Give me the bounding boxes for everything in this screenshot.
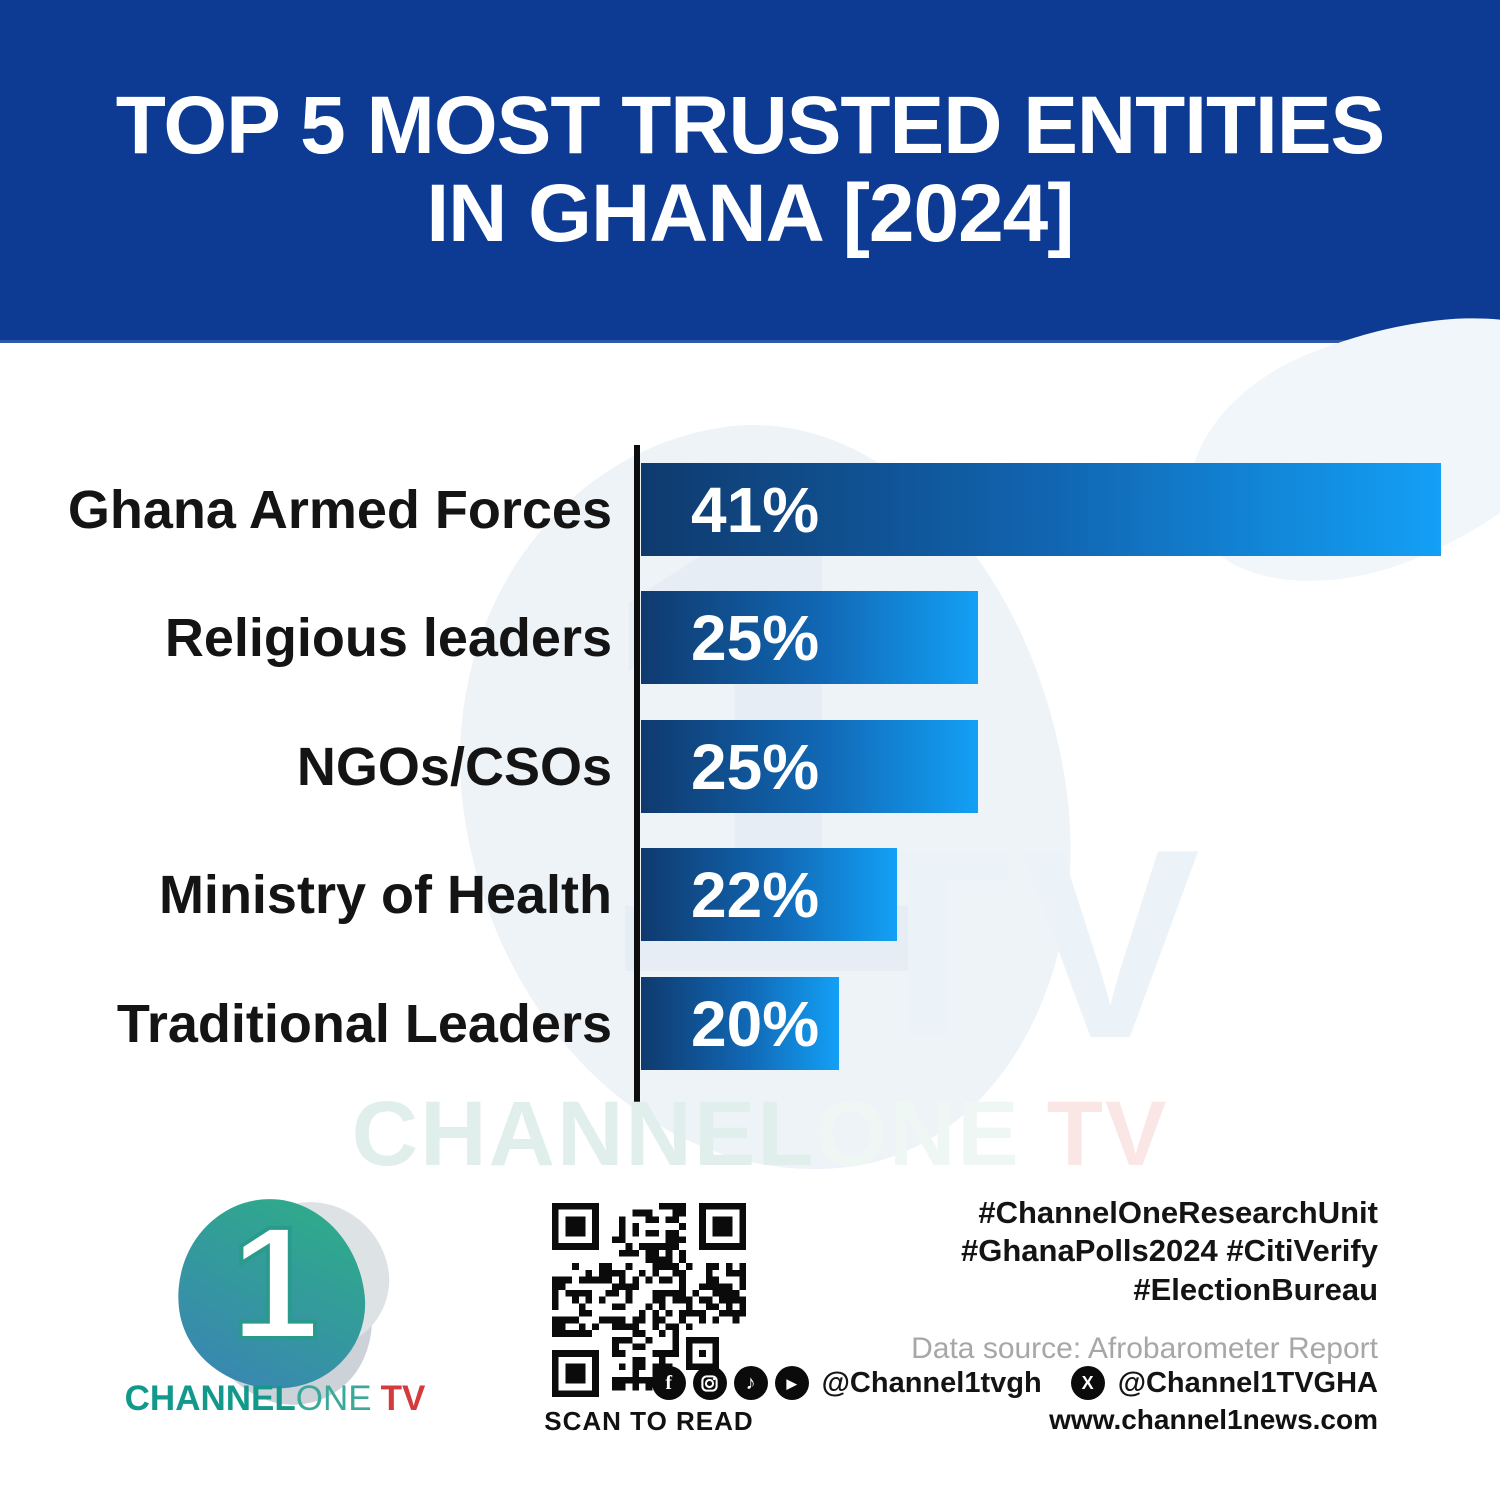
youtube-icon: ▶ [774,1366,809,1400]
qr-caption: SCAN TO READ [544,1406,754,1436]
channel-one-logo: 1 CHANNEL ONE TV [120,1181,430,1430]
bar-row: Ghana Armed Forces 41% [0,463,1500,556]
social-row: f ♪ ▶ @Channel1tvgh X @Channel1TVGHA [600,1366,1378,1400]
hashtag-line: #GhanaPolls2024 #CitiVerify [961,1233,1378,1269]
watermark-channel: CHANNEL [351,1083,816,1185]
wordmark-channel: CHANNEL [124,1379,296,1418]
website-url: www.channel1news.com [1049,1404,1378,1435]
bar: 20% [641,977,839,1070]
data-source-note: Data source: Afrobarometer Report [911,1332,1378,1365]
instagram-icon [692,1366,727,1400]
hashtag-line: #ChannelOneResearchUnit [978,1195,1378,1230]
hashtags-block: #ChannelOneResearchUnit #GhanaPolls2024 … [778,1194,1378,1309]
bar-value-label: 20% [691,987,820,1060]
bar: 22% [641,848,897,941]
social-handle-x: @Channel1TVGHA [1117,1366,1378,1399]
facebook-icon: f [651,1366,686,1400]
category-label: Ministry of Health [158,864,612,925]
watermark-one: ONE [815,1083,1021,1185]
category-label: NGOs/CSOs [296,736,612,797]
y-axis-line [634,445,640,1105]
bar-row: Traditional Leaders 20% [0,977,1500,1070]
page-title-line1: TOP 5 MOST TRUSTED ENTITIES [115,80,1385,172]
wordmark-tv: TV [380,1379,426,1418]
channel-watermark-text: CHANNEL ONE TV [320,1088,1200,1180]
hashtag-line: #ElectionBureau [1133,1271,1378,1307]
x-icon: X [1070,1366,1105,1400]
category-label: Religious leaders [164,607,612,668]
social-handle-main: @Channel1tvgh [821,1366,1042,1399]
category-label: Ghana Armed Forces [67,479,612,540]
logo-wordmark: CHANNEL ONE TV [120,1381,430,1416]
bar-value-label: 25% [691,730,820,803]
qr-code [552,1203,746,1397]
bar-row: Ministry of Health 22% [0,848,1500,941]
bar: 25% [641,720,978,813]
watermark-tv: TV [1046,1083,1169,1185]
bar-row: Religious leaders 25% [0,591,1500,684]
tiktok-icon: ♪ [733,1366,768,1400]
bar-value-label: 22% [691,858,820,931]
header-banner: TOP 5 MOST TRUSTED ENTITIES IN GHANA [20… [0,0,1500,343]
bar-value-label: 25% [691,601,820,674]
wordmark-one: ONE [295,1379,372,1418]
bar: 25% [641,591,978,684]
category-label: Traditional Leaders [116,993,612,1054]
bar-row: NGOs/CSOs 25% [0,720,1500,813]
page-title-line2: IN GHANA [2024] [426,168,1074,259]
bar: 41% [641,463,1441,556]
bar-value-label: 41% [691,473,820,546]
logo-one-glyph: 1 [229,1193,322,1372]
